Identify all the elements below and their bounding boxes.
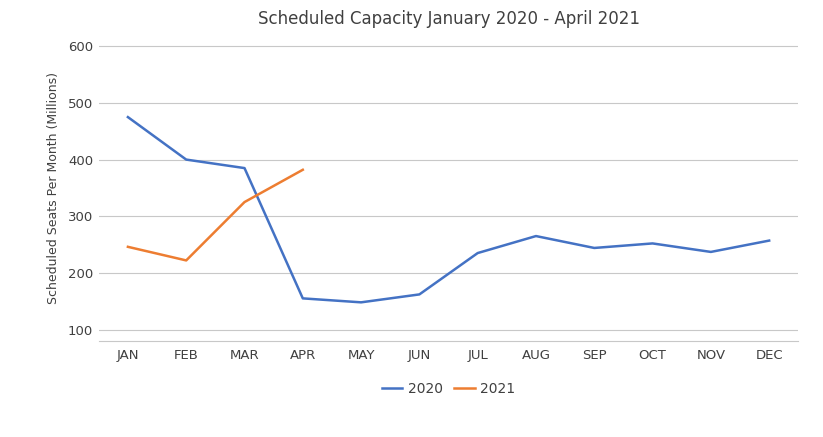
Legend: 2020, 2021: 2020, 2021	[376, 376, 521, 401]
Y-axis label: Scheduled Seats Per Month (Millions): Scheduled Seats Per Month (Millions)	[47, 72, 59, 304]
Title: Scheduled Capacity January 2020 - April 2021: Scheduled Capacity January 2020 - April …	[258, 10, 639, 28]
